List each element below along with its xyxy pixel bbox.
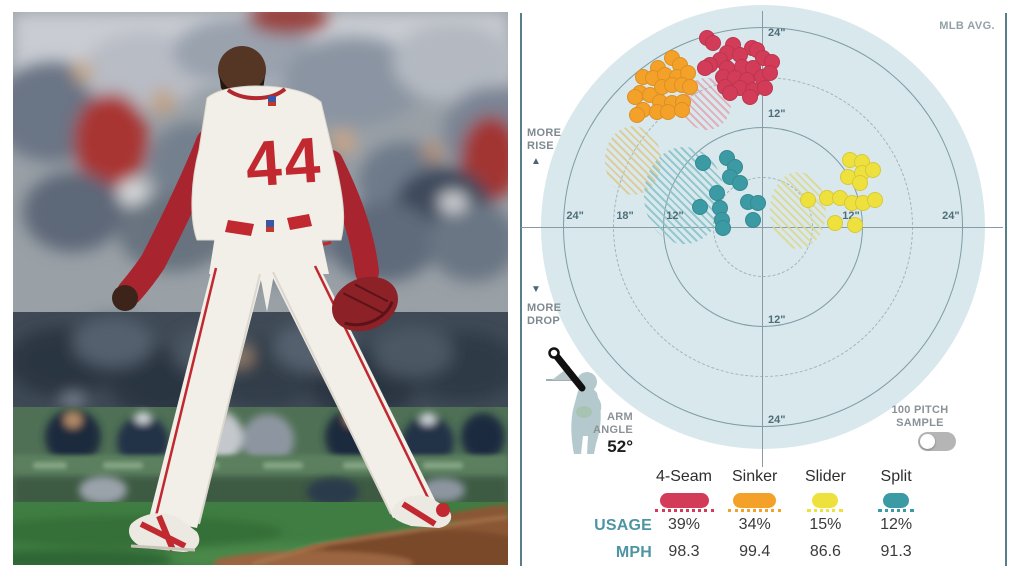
pitch-dot-sinker (681, 79, 698, 96)
usage-value-slider: 15% (809, 516, 842, 533)
pitch-dot-4-seam (761, 64, 778, 81)
more-drop-label: MORE DROP (527, 302, 562, 327)
mlb-logo-patch (268, 96, 276, 106)
jersey-number: 44 (243, 123, 325, 200)
mlb-avg-ellipse-slider (769, 172, 827, 249)
glove (332, 276, 398, 332)
legend-pill-slider[interactable] (812, 493, 839, 508)
right-cleat (392, 495, 452, 528)
pitch-dot-slider (866, 192, 883, 209)
pitch-dot-slider (799, 192, 816, 209)
mph-row-label: MPH (615, 544, 652, 561)
mph-value-slider: 86.6 (809, 543, 841, 560)
pitcher-pants (149, 236, 437, 528)
pitch-dot-split (750, 194, 766, 211)
right-divider (1005, 13, 1007, 566)
x-tick-label: 24" (566, 210, 584, 222)
pitch-dot-split (695, 154, 712, 171)
pitch-dot-4-seam (696, 59, 713, 76)
toggle-knob (920, 434, 935, 449)
legend-pill-sinker[interactable] (733, 493, 777, 508)
pitch-dot-split (731, 174, 748, 191)
mlb-avg-label: MLB AVG. (939, 20, 995, 32)
up-triangle-icon: ▲ (531, 156, 541, 167)
pitchers-mound (213, 504, 508, 565)
legend-dotted-slider (807, 509, 844, 512)
usage-value-sinker: 34% (738, 516, 771, 533)
pitch-dot-4-seam (741, 89, 758, 106)
legend-dotted-4-seam (654, 509, 714, 512)
arm-angle-graphic (546, 347, 602, 454)
legend-dotted-split (878, 509, 915, 512)
x-tick-label: 18" (616, 210, 634, 222)
legend-name-4-seam[interactable]: 4-Seam (655, 468, 713, 485)
legend-pill-4-seam[interactable] (659, 493, 709, 508)
collar-trim (226, 87, 287, 101)
legend-pill-split[interactable] (883, 493, 910, 508)
pitch-dot-split (691, 199, 708, 215)
pitch-dot-sinker (629, 107, 646, 124)
arm-angle-label-2: ANGLE (593, 424, 633, 436)
x-tick-label: 24" (942, 210, 960, 222)
pitcher-figure: 44 (112, 46, 452, 552)
usage-row-label: USAGE (594, 517, 652, 534)
legend-name-sinker[interactable]: Sinker (732, 468, 778, 485)
y-tick-label: 12" (768, 313, 786, 326)
y-tick-label: 12" (768, 108, 786, 121)
pitch-dot-slider (826, 214, 843, 231)
pitch-dot-slider (851, 174, 868, 191)
pitch-dot-split (745, 212, 761, 229)
more-rise-label: MORE RISE (527, 127, 562, 152)
pitch-dot-split (715, 219, 732, 236)
y-axis (762, 11, 763, 467)
pitcher-jersey (191, 85, 345, 241)
pitcher-silhouette (571, 372, 602, 454)
pitch-dot-sinker (626, 89, 643, 106)
pitcher-photo: 44 (13, 12, 508, 565)
pitch-dot-sinker (674, 102, 691, 119)
pitch-dot-4-seam (705, 34, 722, 51)
y-tick-label: 24" (768, 27, 786, 40)
mph-value-split: 91.3 (880, 543, 912, 560)
pitch-dot-slider (846, 217, 863, 234)
legend-name-slider[interactable]: Slider (804, 468, 846, 485)
legend-name-split[interactable]: Split (880, 468, 912, 485)
down-triangle-icon: ▼ (531, 284, 541, 295)
mph-value-sinker: 99.4 (739, 543, 771, 560)
pitch-sample-label: 100 PITCH SAMPLE (891, 404, 949, 429)
pitch-dot-slider (864, 162, 881, 179)
pitch-dot-4-seam (756, 79, 773, 96)
left-cleat (128, 513, 200, 552)
arm-angle-endpoint (548, 347, 560, 359)
mph-value-4-seam: 98.3 (668, 543, 700, 560)
arm-angle-label-1: ARM (607, 411, 633, 423)
usage-value-split: 12% (880, 516, 913, 533)
left-divider (520, 13, 522, 566)
usage-value-4-seam: 39% (667, 516, 701, 533)
y-tick-label: 24" (768, 413, 786, 426)
x-tick-label: 12" (666, 210, 684, 222)
pitch-sample-toggle[interactable] (918, 432, 956, 451)
legend-dotted-sinker (728, 509, 782, 512)
arm-angle-line (550, 349, 586, 392)
pitcher-head (218, 46, 266, 94)
arm-angle-value: 52° (607, 437, 633, 456)
pitch-dot-4-seam (721, 84, 738, 101)
